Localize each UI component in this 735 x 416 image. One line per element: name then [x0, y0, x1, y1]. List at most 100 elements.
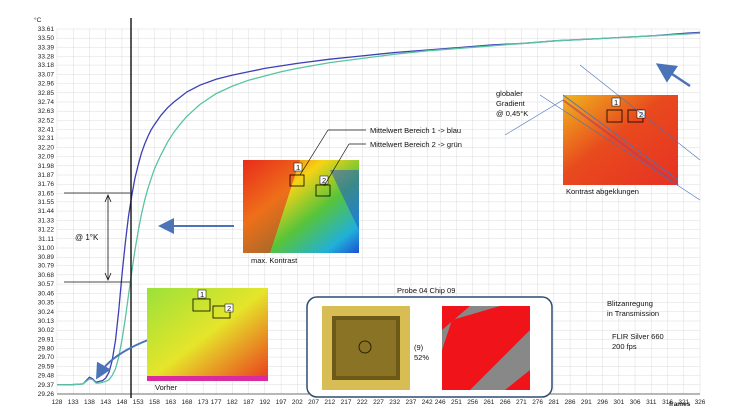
camera-line-2: 200 fps [612, 342, 637, 351]
label-max-kontrast: max. Kontrast [251, 256, 298, 265]
probe-title: Probe 04 Chip 09 [397, 286, 455, 295]
x-tick-label: 321 [678, 399, 689, 406]
x-tick-label: 261 [483, 399, 494, 406]
x-tick-label: 266 [500, 399, 511, 406]
y-tick-label: 30.57 [38, 281, 55, 288]
y-tick-label: 33.28 [38, 54, 55, 61]
y-tick-label: 32.74 [38, 99, 55, 106]
y-tick-label: 31.98 [38, 163, 55, 170]
y-tick-label: 29.48 [38, 373, 55, 380]
svg-text:2: 2 [322, 176, 326, 185]
y-tick-label: 32.52 [38, 117, 55, 124]
y-tick-label: 30.13 [38, 318, 55, 325]
y-tick-label: 30.02 [38, 327, 55, 334]
y-tick-label: 32.41 [38, 127, 55, 134]
y-tick-label: 31.65 [38, 190, 55, 197]
y-tick-label: 31.00 [38, 245, 55, 252]
callout-line-2 [323, 143, 350, 187]
x-tick-label: 311 [646, 399, 657, 406]
y-tick-label: 32.20 [38, 144, 55, 151]
x-tick-label: 271 [516, 399, 527, 406]
y-tick-label: 33.39 [38, 44, 55, 51]
y-tick-label: 30.46 [38, 290, 55, 297]
x-tick-label: 138 [84, 399, 95, 406]
x-tick-label: 148 [117, 399, 128, 406]
series-line-2 [57, 32, 701, 386]
y-tick-label: 29.91 [38, 336, 55, 343]
chip-number: (9) [414, 343, 424, 352]
x-tick-label: 158 [149, 399, 160, 406]
x-tick-label: 281 [548, 399, 559, 406]
y-tick-label: 31.44 [38, 208, 55, 215]
y-tick-label: 29.37 [38, 382, 55, 389]
x-tick-label: 232 [389, 399, 400, 406]
y-tick-label: 30.89 [38, 254, 55, 261]
gradient-line-2 [539, 94, 701, 201]
x-tick-label: 256 [467, 399, 478, 406]
svg-text:1: 1 [200, 290, 204, 299]
arrow-curve [96, 339, 149, 380]
y-tick-label: 32.63 [38, 108, 55, 115]
x-tick-label: 237 [406, 399, 417, 406]
delta-label: @ 1°K [75, 233, 99, 242]
svg-text:1: 1 [296, 163, 300, 172]
y-tick-label: 29.70 [38, 354, 55, 361]
legend-mean-2: Mittelwert Bereich 2 -> grün [370, 140, 462, 149]
label-gradient-3: @ 0,45°K [496, 109, 528, 118]
y-tick-label: 31.87 [38, 172, 55, 179]
y-tick-label: 31.55 [38, 199, 55, 206]
y-tick-label: 31.76 [38, 181, 55, 188]
y-tick-label: 33.18 [38, 62, 55, 69]
label-gradient-2: Gradient [496, 99, 526, 108]
x-tick-label: 207 [308, 399, 319, 406]
y-tick-label: 32.96 [38, 81, 55, 88]
x-tick-label: 163 [165, 399, 176, 406]
y-tick-label: 33.61 [38, 26, 55, 33]
y-unit-label: °C [34, 16, 42, 24]
probe-panel: (9) 52% [306, 296, 553, 398]
x-tick-label: 306 [630, 399, 641, 406]
label-vorher: Vorher [155, 383, 178, 392]
y-tick-label: 31.33 [38, 217, 55, 224]
camera-line-1: FLIR Silver 660 [612, 332, 664, 341]
x-axis: 128 133 138 143 148 153 158 163 168 173 177 182 187 1… [52, 399, 706, 406]
y-tick-label: 30.68 [38, 272, 55, 279]
y-tick-label: 32.85 [38, 90, 55, 97]
legend-mean-1: Mittelwert Bereich 1 -> blau [370, 126, 461, 135]
x-tick-label: 192 [259, 399, 270, 406]
svg-text:1: 1 [614, 98, 618, 107]
x-tick-label: 326 [695, 399, 706, 406]
x-tick-label: 227 [373, 399, 384, 406]
svg-text:2: 2 [639, 110, 643, 119]
y-tick-label: 29.59 [38, 363, 55, 370]
x-tick-label: 173 [198, 399, 209, 406]
gradient-line-1 [504, 99, 564, 136]
x-tick-label: 246 [435, 399, 446, 406]
y-tick-label: 29.26 [38, 391, 55, 398]
y-tick-label: 31.22 [38, 227, 55, 234]
x-tick-label: 182 [227, 399, 238, 406]
y-tick-label: 32.09 [38, 154, 55, 161]
callout-line-1 [299, 129, 329, 176]
label-kontrast-abgeklungen: Kontrast abgeklungen [566, 187, 639, 196]
y-tick-label: 30.35 [38, 300, 55, 307]
blitz-line-2: in Transmission [607, 309, 659, 318]
blitz-line-1: Blitzanregung [607, 299, 653, 308]
x-tick-label: 143 [100, 399, 111, 406]
x-tick-label: 202 [292, 399, 303, 406]
y-tick-label: 32.31 [38, 135, 55, 142]
thermal-image-before: 1 2 [147, 288, 268, 381]
x-tick-label: 197 [276, 399, 287, 406]
x-tick-label: 133 [68, 399, 79, 406]
thermal-image-max: 1 2 [243, 160, 359, 253]
x-tick-label: 177 [211, 399, 222, 406]
x-tick-label: 251 [451, 399, 462, 406]
x-tick-label: 187 [243, 399, 254, 406]
chip-percent: 52% [414, 353, 429, 362]
y-tick-label: 33.50 [38, 35, 55, 42]
x-tick-label: 217 [341, 399, 352, 406]
delta-bracket [64, 192, 130, 283]
x-tick-label: 286 [565, 399, 576, 406]
